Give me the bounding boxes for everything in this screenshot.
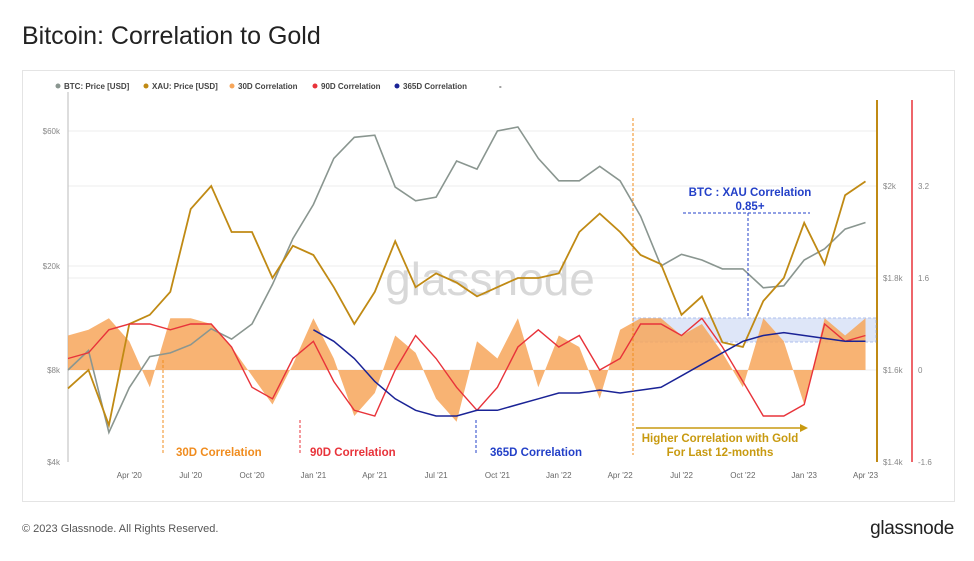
watermark: glassnode <box>385 253 595 305</box>
legend-marker <box>143 83 149 89</box>
glassnode-logo: glassnode <box>870 518 954 539</box>
x-tick: Apr '21 <box>362 471 388 480</box>
x-tick: Jan '22 <box>546 471 572 480</box>
page-title: Bitcoin: Correlation to Gold <box>22 22 321 50</box>
legend-item: 365D Correlation <box>403 82 467 91</box>
x-tick: Apr '22 <box>608 471 634 480</box>
annotation-90d: 90D Correlation <box>310 447 396 459</box>
annotation-btcxau-2: 0.85+ <box>735 201 764 213</box>
y-tick-xau: $1.8k <box>883 274 904 283</box>
legend-item: XAU: Price [USD] <box>152 82 218 91</box>
annotation-365d: 365D Correlation <box>490 447 582 459</box>
legend-item: 30D Correlation <box>238 82 298 91</box>
y-tick-corr: 1.6 <box>918 274 930 283</box>
annotation-higher-2: For Last 12-months <box>667 447 774 459</box>
x-tick: Apr '20 <box>117 471 143 480</box>
x-tick: Oct '20 <box>240 471 266 480</box>
series-365d-correlation <box>313 329 866 417</box>
series-xau-price <box>67 180 867 429</box>
y-tick-left: $4k <box>47 458 61 467</box>
legend-marker <box>312 83 318 89</box>
x-tick: Jul '21 <box>425 471 448 480</box>
legend-item: - <box>499 82 502 91</box>
annotation-btcxau-1: BTC : XAU Correlation <box>689 187 812 199</box>
chart-frame <box>22 70 955 502</box>
y-tick-xau: $1.6k <box>883 366 904 375</box>
x-tick: Oct '21 <box>485 471 511 480</box>
annotation-higher-1: Higher Correlation with Gold <box>642 433 799 445</box>
x-tick: Jul '20 <box>179 471 202 480</box>
x-tick: Apr '23 <box>853 471 879 480</box>
legend-item: 90D Correlation <box>321 82 381 91</box>
y-tick-xau: $2k <box>883 182 897 191</box>
series-btc-price <box>67 126 866 435</box>
y-tick-left: $20k <box>43 262 61 271</box>
y-tick-left: $8k <box>47 366 61 375</box>
y-tick-corr: 0 <box>918 366 923 375</box>
x-tick: Jul '22 <box>670 471 693 480</box>
legend-marker <box>394 83 400 89</box>
y-tick-corr: -1.6 <box>918 458 932 467</box>
copyright: © 2023 Glassnode. All Rights Reserved. <box>22 523 219 535</box>
annotation-30d: 30D Correlation <box>176 447 262 459</box>
y-tick-left: $60k <box>43 127 61 136</box>
x-tick: Jan '23 <box>791 471 817 480</box>
x-tick: Jan '21 <box>301 471 327 480</box>
legend-marker <box>490 83 496 89</box>
legend-marker <box>229 83 235 89</box>
legend-marker <box>55 83 61 89</box>
y-tick-corr: 3.2 <box>918 182 930 191</box>
legend-item: BTC: Price [USD] <box>64 82 130 91</box>
series-90d-correlation <box>67 317 866 417</box>
y-tick-xau: $1.4k <box>883 458 904 467</box>
arrow-head-icon <box>800 424 808 432</box>
x-tick: Oct '22 <box>730 471 756 480</box>
